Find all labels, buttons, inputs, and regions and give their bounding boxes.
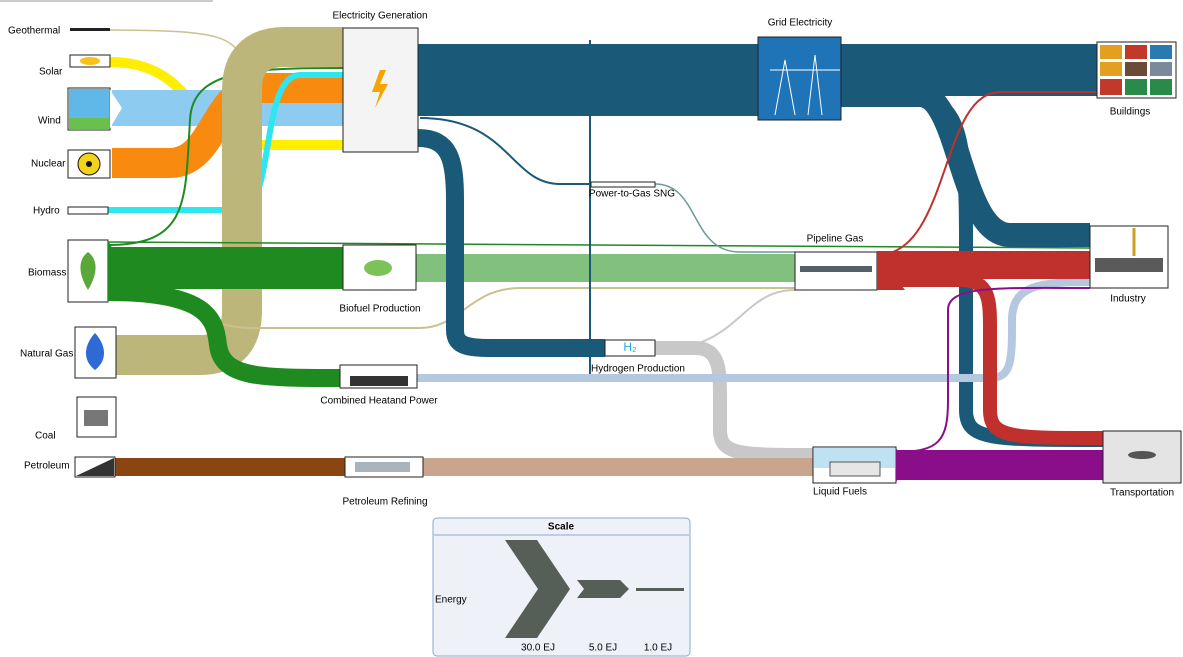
scale-item: 1.0 EJ	[644, 643, 672, 654]
source-label: Solar	[39, 67, 63, 78]
process-label: Biofuel Production	[339, 304, 420, 315]
icon-grid-electricity	[757, 36, 842, 121]
scale-chevron-small	[636, 588, 684, 591]
flow-chp-industry	[417, 278, 1091, 382]
scale-chevron-medium	[577, 580, 629, 598]
process-label: Grid Electricity	[768, 18, 832, 29]
process-label: Hydrogen Production	[591, 364, 685, 375]
scale-label: Energy	[435, 595, 467, 606]
scale-title: Scale	[548, 522, 575, 533]
labels: Geothermal Solar Wind Nuclear Hydro Biom…	[8, 11, 1174, 508]
flow-hydrogen-pipeline	[654, 289, 796, 351]
flow-elec-hydrogen	[417, 129, 605, 357]
icon-hydro	[67, 206, 109, 215]
source-label: Geothermal	[8, 26, 60, 37]
scale-legend: Scale Energy 30.0 EJ 5.0 EJ 1.0 EJ	[432, 517, 691, 657]
arrow-biomass	[108, 240, 122, 302]
source-label: Hydro	[33, 206, 60, 217]
scale-item: 5.0 EJ	[589, 643, 617, 654]
flows	[107, 27, 1104, 480]
process-label: Electricity Generation	[332, 11, 427, 22]
flow-biomass-chp	[107, 283, 341, 387]
icon-hydrogen	[604, 339, 656, 357]
arrow-liquid	[896, 448, 908, 482]
sink-icons	[1089, 41, 1182, 484]
source-label: Coal	[35, 431, 56, 442]
source-icons	[67, 28, 122, 478]
source-label: Natural Gas	[20, 349, 73, 360]
arrow-grid	[841, 44, 864, 96]
source-label: Nuclear	[31, 159, 66, 170]
arrow-wind	[110, 90, 122, 128]
sink-label: Transportation	[1110, 488, 1174, 499]
sink-label: Buildings	[1110, 107, 1151, 118]
source-label: Wind	[38, 116, 61, 127]
process-label: Power-to-Gas SNG	[589, 189, 675, 200]
icon-geothermal	[70, 28, 110, 31]
process-label: Combined Heatand Power	[320, 396, 438, 407]
source-label: Biomass	[28, 268, 66, 279]
process-icons: H₂	[339, 27, 908, 484]
icon-p2g	[590, 181, 656, 188]
process-label: Petroleum Refining	[342, 497, 427, 508]
flow-hydrogen-liquid	[655, 341, 814, 462]
scale-chevron-large	[505, 540, 570, 638]
process-label: Pipeline Gas	[807, 234, 864, 245]
flow-elec-p2g	[419, 117, 591, 185]
flow-pipeline-transport	[877, 273, 1104, 445]
flow-p2g-pipeline	[654, 183, 795, 253]
flow-pipeline-buildings	[876, 91, 1097, 256]
source-label: Petroleum	[24, 461, 70, 472]
sink-label: Industry	[1110, 294, 1146, 305]
arrow-elec	[418, 44, 462, 116]
process-label: Liquid Fuels	[813, 487, 867, 498]
hydrogen-symbol: H₂	[623, 340, 637, 354]
flow-liquid-industry	[895, 286, 1091, 453]
scale-item: 30.0 EJ	[521, 643, 555, 654]
arrow-pipeline	[877, 252, 905, 290]
icon-industry	[1089, 225, 1169, 289]
